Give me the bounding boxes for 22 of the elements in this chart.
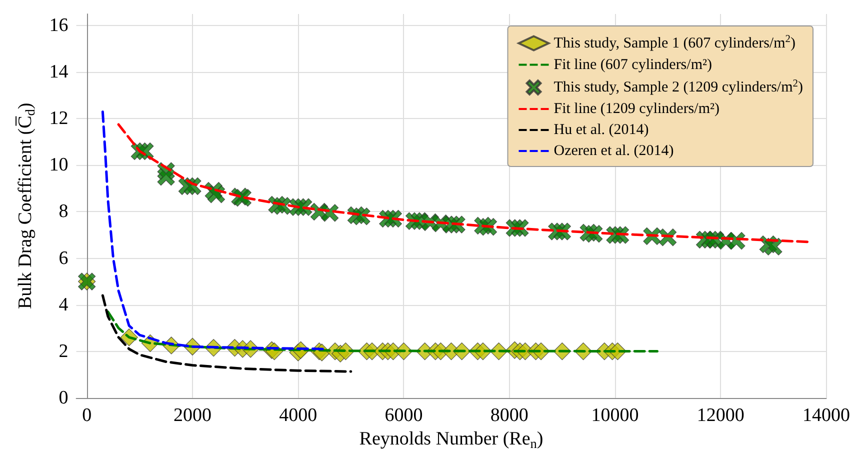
y-tick-label: 14: [49, 62, 69, 83]
legend-label: Ozeren et al. (2014): [554, 143, 674, 159]
x-tick-label: 2000: [173, 404, 212, 426]
y-tick-label: 0: [58, 387, 68, 408]
y-tick-label: 10: [49, 154, 68, 176]
x-tick-label: 12000: [696, 404, 744, 426]
legend-label: Fit line (1209 cylinders/m²): [554, 101, 720, 117]
y-tick-label: 8: [58, 201, 68, 222]
legend-label: Hu et al. (2014): [554, 122, 649, 138]
y-tick-label: 4: [58, 294, 69, 316]
y-tick-label: 2: [58, 340, 68, 362]
y-tick-label: 16: [49, 15, 68, 36]
x-tick-label: 4000: [279, 404, 318, 426]
y-tick-label: 6: [58, 248, 68, 269]
x-tick-label: 10000: [591, 404, 639, 426]
x-tick-label: 6000: [384, 404, 423, 426]
x-tick-label: 0: [82, 404, 92, 426]
y-tick-label: 12: [49, 108, 68, 130]
y-axis-title: Bulk Drag Coefficient (C̅d): [15, 102, 38, 310]
x-tick-label: 14000: [802, 404, 850, 426]
legend-label: Fit line (607 cylinders/m²): [554, 56, 712, 73]
x-tick-label: 8000: [490, 404, 528, 426]
